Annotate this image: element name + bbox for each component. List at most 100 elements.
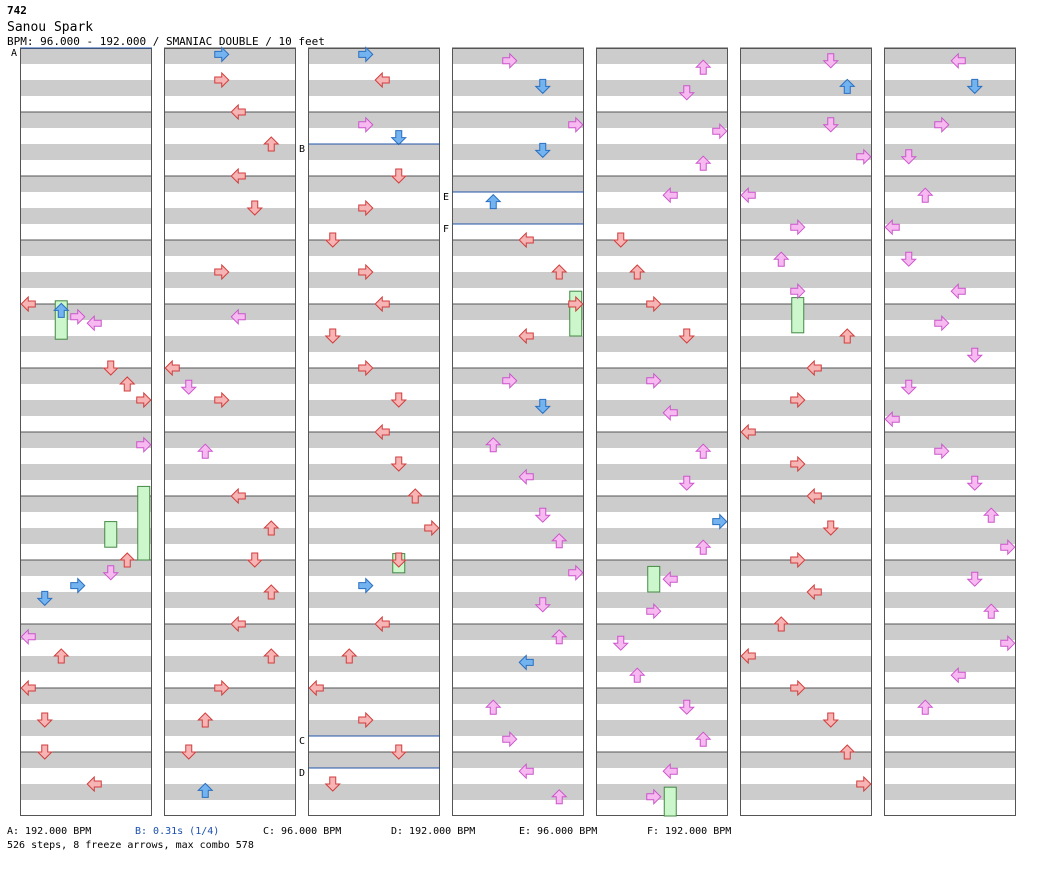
beat-stripe — [596, 144, 728, 160]
beat-stripe — [452, 720, 584, 736]
step-arrow — [230, 615, 246, 633]
beat-stripe — [740, 224, 872, 240]
beat-stripe — [308, 656, 440, 672]
beat-stripe — [20, 48, 152, 64]
beat-stripe — [308, 720, 440, 736]
beat-stripe — [884, 736, 1016, 752]
beat-stripe — [308, 384, 440, 400]
step-arrow — [740, 647, 756, 665]
beat-stripe — [20, 704, 152, 720]
step-arrow — [884, 410, 900, 428]
beat-stripe — [596, 256, 728, 272]
step-arrow — [917, 187, 934, 203]
beat-stripe — [452, 416, 584, 432]
beat-stripe — [452, 480, 584, 496]
step-arrow — [790, 455, 806, 473]
beat-stripe — [740, 384, 872, 400]
song-info: BPM: 96.000 - 192.000 / SMANIAC DOUBLE /… — [7, 35, 325, 48]
beat-stripe — [596, 704, 728, 720]
step-arrow — [839, 744, 856, 760]
beat-stripe — [884, 384, 1016, 400]
beat-stripe — [452, 496, 584, 512]
step-arrow — [20, 679, 36, 697]
beat-stripe — [596, 288, 728, 304]
beat-stripe — [740, 464, 872, 480]
legend-f: F: 192.000 BPM — [647, 826, 732, 837]
beat-stripe — [308, 592, 440, 608]
beat-stripe — [452, 128, 584, 144]
beat-stripe — [452, 160, 584, 176]
beat-stripe — [20, 64, 152, 80]
beat-stripe — [452, 176, 584, 192]
step-arrow — [551, 533, 568, 549]
step-arrow — [70, 577, 86, 594]
step-arrow — [612, 232, 629, 248]
beat-stripe — [20, 448, 152, 464]
beat-stripe — [884, 640, 1016, 656]
beat-stripe — [452, 208, 584, 224]
step-arrow — [662, 762, 678, 780]
freeze-arrow — [137, 485, 151, 561]
beat-stripe — [20, 432, 152, 448]
beat-stripe — [596, 576, 728, 592]
beat-stripe — [596, 560, 728, 576]
step-arrow — [551, 629, 568, 645]
beat-stripe — [164, 272, 296, 288]
beat-stripe — [452, 288, 584, 304]
step-arrow — [568, 116, 584, 134]
beat-stripe — [164, 304, 296, 320]
beat-stripe — [740, 288, 872, 304]
beat-stripe — [20, 336, 152, 352]
beat-stripe — [308, 128, 440, 144]
beat-stripe — [740, 96, 872, 112]
step-arrow — [900, 379, 917, 395]
beat-stripe — [164, 544, 296, 560]
step-arrow — [534, 398, 551, 415]
beat-stripe — [452, 320, 584, 336]
beat-stripe — [308, 144, 440, 160]
beat-stripe — [740, 560, 872, 576]
step-arrow — [390, 168, 407, 184]
step-arrow — [950, 52, 966, 70]
step-arrow — [678, 475, 695, 491]
step-arrow — [341, 648, 358, 664]
beat-stripe — [596, 336, 728, 352]
beat-stripe — [308, 608, 440, 624]
step-arrow — [214, 71, 230, 89]
beat-stripe — [740, 672, 872, 688]
step-arrow — [119, 552, 136, 568]
step-arrow — [53, 302, 70, 318]
beat-stripe — [452, 272, 584, 288]
beat-stripe — [596, 496, 728, 512]
beat-stripe — [884, 432, 1016, 448]
step-arrow — [214, 391, 230, 409]
step-arrow — [324, 232, 341, 248]
step-arrow — [983, 603, 1000, 619]
beat-stripe — [164, 752, 296, 768]
step-arrow — [806, 583, 822, 601]
song-title: Sanou Spark — [7, 20, 94, 35]
step-arrow — [136, 391, 152, 409]
beat-stripe — [164, 432, 296, 448]
step-arrow — [934, 314, 950, 332]
beat-stripe — [308, 176, 440, 192]
beat-stripe — [452, 576, 584, 592]
beat-stripe — [596, 80, 728, 96]
beat-stripe — [740, 720, 872, 736]
beat-stripe — [308, 640, 440, 656]
beat-stripe — [308, 272, 440, 288]
step-arrow — [36, 590, 53, 607]
beat-stripe — [596, 320, 728, 336]
beat-stripe — [740, 352, 872, 368]
beat-stripe — [308, 464, 440, 480]
beat-stripe — [308, 304, 440, 320]
freeze-arrow — [647, 565, 661, 593]
beat-stripe — [740, 576, 872, 592]
step-arrow — [740, 423, 756, 441]
beat-stripe — [740, 64, 872, 80]
step-arrow — [822, 53, 839, 69]
beat-stripe — [20, 256, 152, 272]
beat-stripe — [164, 624, 296, 640]
beat-stripe — [20, 128, 152, 144]
beat-stripe — [596, 352, 728, 368]
